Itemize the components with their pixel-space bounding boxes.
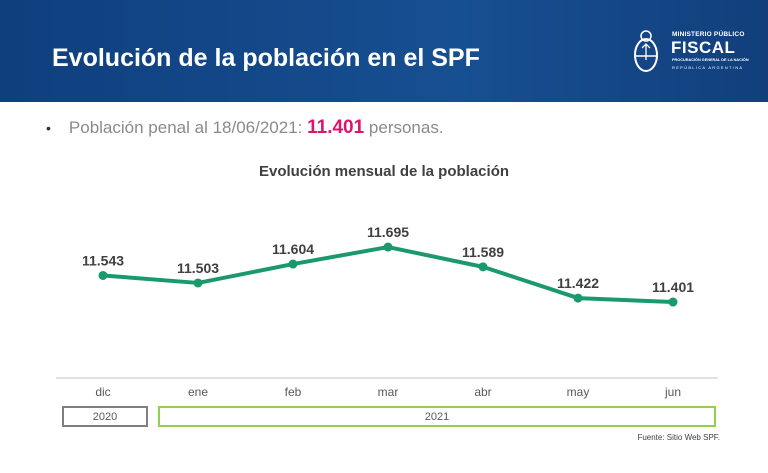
data-point <box>573 293 583 303</box>
data-label: 11.604 <box>272 241 314 257</box>
data-label: 11.401 <box>652 279 694 295</box>
data-point <box>383 242 393 252</box>
x-tick-label: jun <box>664 385 681 399</box>
coat-of-arms-icon <box>634 30 658 72</box>
x-tick-label: abr <box>474 385 491 399</box>
data-point <box>668 297 678 307</box>
x-tick-label: feb <box>285 385 302 399</box>
chart-title: Evolución mensual de la población <box>258 163 510 180</box>
x-tick-label: may <box>567 385 590 399</box>
data-label: 11.589 <box>462 244 504 260</box>
x-tick-label: ene <box>188 385 208 399</box>
data-point <box>98 270 108 280</box>
year-group-2021: 2021 <box>158 406 716 427</box>
data-label: 11.422 <box>557 275 599 291</box>
page-title: Evolución de la población en el SPF <box>52 44 480 72</box>
data-point <box>288 259 298 269</box>
data-label: 11.543 <box>82 252 124 268</box>
x-tick-label: dic <box>95 385 110 399</box>
header-banner: Evolución de la población en el SPF MINI… <box>0 0 768 102</box>
source-note: Fuente: Sitio Web SPF. <box>637 433 720 442</box>
year-group-2020: 2020 <box>62 406 148 427</box>
x-tick-label: mar <box>378 385 399 399</box>
population-bullet: • Población penal al 18/06/2021: 11.401 p… <box>46 117 444 138</box>
data-point <box>193 278 203 288</box>
population-value: 11.401 <box>307 117 365 138</box>
ministerio-publico-fiscal-logo: MINISTERIO PÚBLICO FISCAL PROCURACIÓN GE… <box>630 28 760 78</box>
data-point <box>478 262 488 272</box>
data-label: 11.695 <box>367 224 409 240</box>
data-label: 11.503 <box>177 260 219 276</box>
